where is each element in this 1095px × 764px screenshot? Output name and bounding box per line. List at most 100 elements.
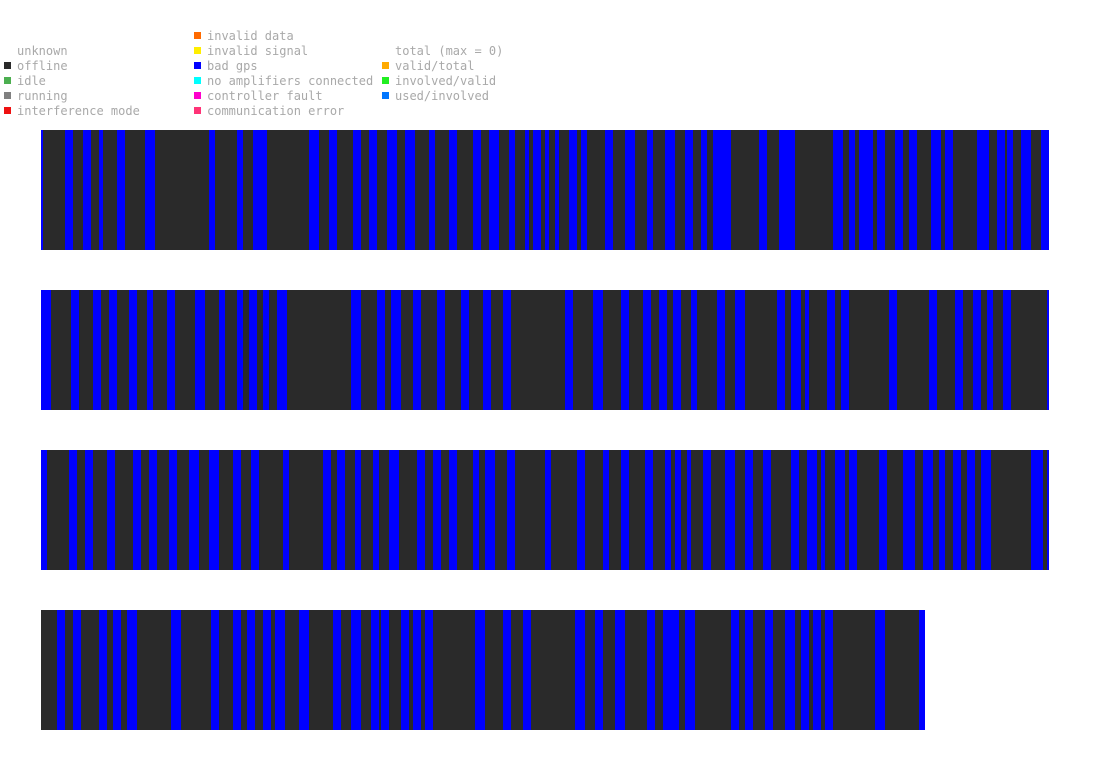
legend-swatch [4,62,11,69]
bad-gps-segment [745,450,753,570]
bad-gps-segment [685,610,695,730]
bad-gps-segment [841,290,849,410]
bad-gps-segment [807,450,817,570]
bad-gps-segment [671,610,679,730]
legend-label: unknown [17,44,68,58]
bad-gps-segment [665,450,671,570]
bad-gps-segment [41,290,51,410]
bad-gps-segment [133,450,141,570]
legend-label: running [17,89,68,103]
bad-gps-segment [523,610,531,730]
bad-gps-segment [721,130,731,250]
bad-gps-segment [353,130,361,250]
legend-swatch [194,92,201,99]
bad-gps-segment [277,290,287,410]
legend-swatch [194,32,201,39]
bad-gps-segment [127,610,137,730]
bad-gps-segment [575,610,585,730]
bad-gps-segment [209,450,219,570]
bad-gps-segment [605,130,613,250]
bad-gps-segment [99,610,107,730]
bad-gps-segment [725,450,735,570]
bad-gps-segment [381,610,389,730]
bad-gps-segment [939,450,945,570]
bad-gps-segment [373,450,379,570]
bad-gps-segment [351,290,361,410]
bad-gps-segment [333,610,341,730]
bad-gps-segment [569,130,577,250]
bad-gps-segment [665,130,675,250]
bad-gps-segment [249,290,257,410]
bad-gps-segment [41,130,43,250]
bad-gps-segment [865,130,873,250]
bad-gps-segment [429,130,435,250]
bad-gps-segment [615,610,625,730]
bad-gps-segment [211,610,219,730]
bad-gps-segment [233,450,241,570]
legend-swatch [4,77,11,84]
legend-label: bad gps [207,59,258,73]
legend-label: interference mode [17,104,140,118]
bad-gps-segment [309,130,319,250]
bad-gps-segment [545,450,551,570]
legend-swatch [194,47,201,54]
bad-gps-segment [41,450,47,570]
bad-gps-segment [875,610,885,730]
bad-gps-segment [987,290,993,410]
bad-gps-segment [247,610,255,730]
bad-gps-segment [65,130,73,250]
bad-gps-segment [981,450,991,570]
bad-gps-segment [895,130,903,250]
bad-gps-segment [189,450,199,570]
bad-gps-segment [489,130,499,250]
bad-gps-segment [833,130,843,250]
legend-swatch [382,62,389,69]
bad-gps-segment [687,450,691,570]
bad-gps-segment [413,610,421,730]
bad-gps-segment [485,450,495,570]
bad-gps-segment [149,450,157,570]
bad-gps-segment [919,610,925,730]
bad-gps-segment [691,290,697,410]
bad-gps-segment [759,130,767,250]
bad-gps-segment [849,130,855,250]
bad-gps-segment [879,450,887,570]
bad-gps-segment [791,450,799,570]
bad-gps-segment [263,290,269,410]
bad-gps-segment [1007,130,1013,250]
bad-gps-segment [391,290,401,410]
legend-label: controller fault [207,89,323,103]
legend-swatch [194,107,201,114]
legend-swatch [4,107,11,114]
bad-gps-segment [219,290,225,410]
bad-gps-segment [827,290,835,410]
bad-gps-segment [813,610,821,730]
bad-gps-segment [889,290,897,410]
bad-gps-segment [57,610,65,730]
bad-gps-segment [389,450,399,570]
bad-gps-segment [647,610,655,730]
legend-swatch [194,62,201,69]
bad-gps-segment [525,130,529,250]
bad-gps-segment [997,130,1005,250]
bad-gps-segment [503,610,511,730]
bad-gps-segment [685,130,693,250]
bad-gps-segment [113,610,121,730]
bad-gps-segment [735,290,745,410]
bad-gps-segment [371,610,379,730]
bad-gps-segment [577,450,585,570]
bad-gps-segment [475,610,485,730]
bad-gps-segment [1047,290,1049,410]
bad-gps-segment [209,130,215,250]
bad-gps-segment [849,450,857,570]
bad-gps-segment [263,610,271,730]
bad-gps-segment [673,290,681,410]
bad-gps-segment [483,290,491,410]
bad-gps-segment [299,610,309,730]
legend-label: invalid signal [207,44,309,58]
bad-gps-segment [1047,450,1049,570]
bad-gps-segment [533,130,541,250]
bad-gps-segment [449,450,457,570]
bad-gps-segment [785,610,795,730]
bad-gps-segment [69,450,77,570]
